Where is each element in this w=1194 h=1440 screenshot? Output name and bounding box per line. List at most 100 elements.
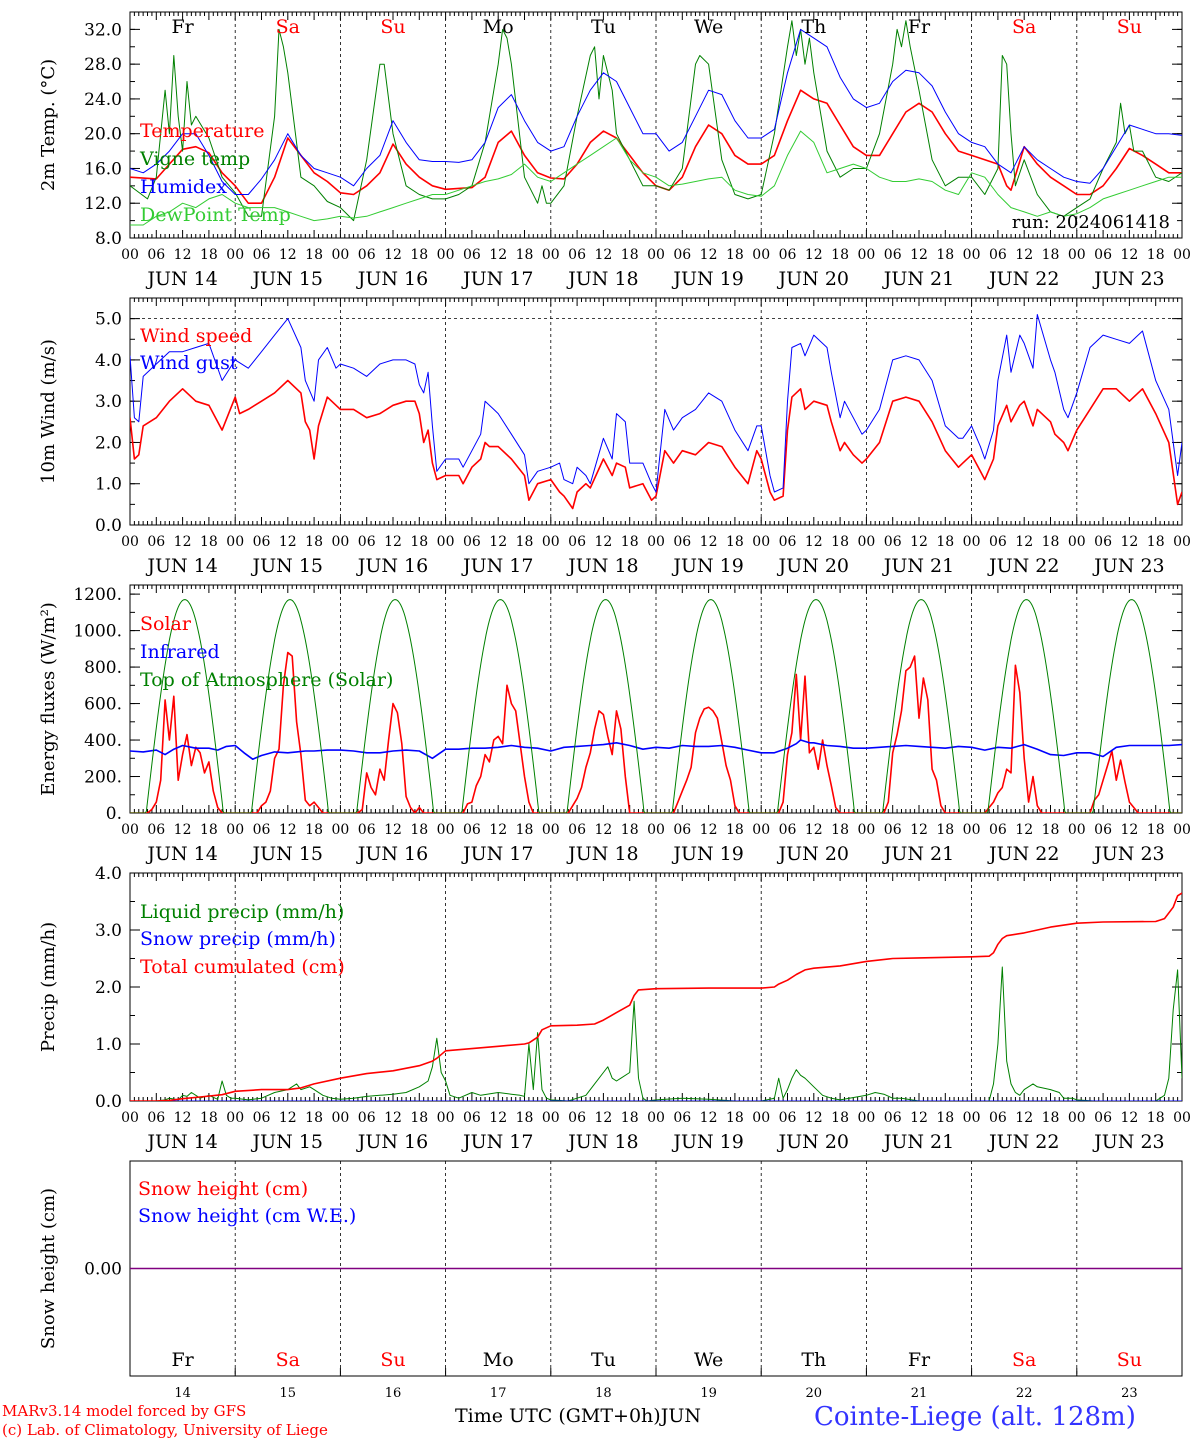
hour-label: 06 <box>147 822 165 838</box>
hour-label: 18 <box>621 822 639 838</box>
date-label: JUN 22 <box>987 843 1059 865</box>
hour-label: 00 <box>437 1110 455 1126</box>
plot-area <box>130 20 1182 226</box>
hour-label: 18 <box>936 534 954 550</box>
copyright-credit: (c) Lab. of Climatology, University of L… <box>2 1421 328 1439</box>
weekday-label: Mo <box>483 1349 514 1371</box>
hour-label: 18 <box>200 822 218 838</box>
weekday-label: Sa <box>276 1349 300 1371</box>
date-label: JUN 23 <box>1092 268 1164 290</box>
weekday-label: Fr <box>171 1349 194 1371</box>
hour-label: 06 <box>779 247 797 263</box>
hour-label: 12 <box>384 1110 402 1126</box>
y-tick-label: 28.0 <box>84 55 122 75</box>
date-label: JUN 21 <box>882 843 954 865</box>
hour-label: 18 <box>621 1110 639 1126</box>
legend-entry: Infrared <box>140 641 220 663</box>
hour-label: 12 <box>279 534 297 550</box>
y-tick-label: 0. <box>106 804 122 824</box>
hour-label: 06 <box>358 1110 376 1126</box>
hour-label: 18 <box>831 822 849 838</box>
y-tick-label: 3.0 <box>95 921 122 941</box>
month-label: JUN <box>660 1405 701 1427</box>
weekday-label: Sa <box>1012 16 1036 38</box>
date-label: JUN 20 <box>777 268 849 290</box>
hour-label: 00 <box>857 1110 875 1126</box>
y-axis-label: Precip (mm/h) <box>38 922 59 1052</box>
legend-entry: Total cumulated (cm) <box>140 956 345 978</box>
hour-label: 00 <box>647 822 665 838</box>
hour-label: 00 <box>857 534 875 550</box>
hour-label: 12 <box>1120 247 1138 263</box>
legend-entry: Solar <box>140 613 192 635</box>
hour-label: 18 <box>831 1110 849 1126</box>
legend-entry: Temperature <box>140 120 264 142</box>
y-axis-label: 2m Temp. (°C) <box>38 59 59 191</box>
hour-label: 12 <box>594 822 612 838</box>
hour-label: 00 <box>121 1110 139 1126</box>
hour-label: 00 <box>121 822 139 838</box>
y-tick-label: 200. <box>84 768 122 788</box>
hour-label: 00 <box>1173 247 1191 263</box>
hour-label: 12 <box>279 247 297 263</box>
hour-label: 12 <box>1120 1110 1138 1126</box>
hour-label: 00 <box>1173 1110 1191 1126</box>
day-number-label: 17 <box>490 1386 507 1401</box>
date-label: JUN 16 <box>356 268 428 290</box>
hour-label: 06 <box>463 822 481 838</box>
hour-ticks <box>129 12 1183 238</box>
hour-label: 00 <box>1173 534 1191 550</box>
hour-label: 12 <box>594 1110 612 1126</box>
hour-label: 18 <box>831 534 849 550</box>
series-line-dewpoint-temp <box>130 130 1182 226</box>
legend-entry: Snow height (cm) <box>138 1178 308 1200</box>
date-label: JUN 16 <box>356 1131 428 1153</box>
hour-label: 00 <box>1068 822 1086 838</box>
legend-entry: Humidex <box>140 176 227 198</box>
hour-label: 18 <box>1147 247 1165 263</box>
date-label: JUN 23 <box>1092 555 1164 577</box>
hour-label: 00 <box>542 247 560 263</box>
station-name: Cointe-Liege (alt. 128m) <box>814 1402 1136 1432</box>
hour-label: 18 <box>200 1110 218 1126</box>
hour-label: 00 <box>226 534 244 550</box>
y-tick-label: 8.0 <box>95 229 122 249</box>
hour-label: 12 <box>1015 247 1033 263</box>
day-number-label: 22 <box>1016 1386 1033 1401</box>
hour-label: 12 <box>1015 822 1033 838</box>
day-number-label: 21 <box>911 1386 928 1401</box>
hour-label: 18 <box>831 247 849 263</box>
model-credit: MARv3.14 model forced by GFS <box>2 1402 247 1420</box>
legend-entry: DewPoint Temp <box>140 204 291 226</box>
hour-label: 06 <box>253 247 271 263</box>
y-tick-label: 2.0 <box>95 978 122 998</box>
hour-label: 00 <box>963 1110 981 1126</box>
hour-label: 12 <box>174 534 192 550</box>
hour-label: 00 <box>963 247 981 263</box>
weekday-label: Su <box>380 16 405 38</box>
hour-label: 00 <box>1068 1110 1086 1126</box>
date-label: JUN 22 <box>987 1131 1059 1153</box>
date-label: JUN 17 <box>461 843 533 865</box>
hour-label: 18 <box>726 534 744 550</box>
hour-label: 18 <box>305 822 323 838</box>
hour-label: 12 <box>489 534 507 550</box>
hour-label: 18 <box>1042 534 1060 550</box>
plot-area <box>130 892 1182 1101</box>
weekday-label: Tu <box>591 16 616 38</box>
y-tick-label: 1000. <box>73 622 122 642</box>
y-tick-label: 32.0 <box>84 20 122 40</box>
legend-entry: Wind speed <box>140 325 252 347</box>
hour-label: 06 <box>147 1110 165 1126</box>
date-label: JUN 22 <box>987 268 1059 290</box>
y-axis-label: Snow height (cm) <box>38 1188 59 1349</box>
date-label: JUN 17 <box>461 555 533 577</box>
weekday-label: Su <box>1117 16 1142 38</box>
hour-label: 18 <box>621 247 639 263</box>
hour-label: 00 <box>437 247 455 263</box>
time-axis-label: Time UTC (GMT+0h) <box>455 1405 661 1427</box>
y-axis-label: Energy fluxes (W/m²) <box>38 602 59 796</box>
weekday-label: Tu <box>591 1349 616 1371</box>
hour-label: 00 <box>752 822 770 838</box>
hour-label: 18 <box>200 534 218 550</box>
